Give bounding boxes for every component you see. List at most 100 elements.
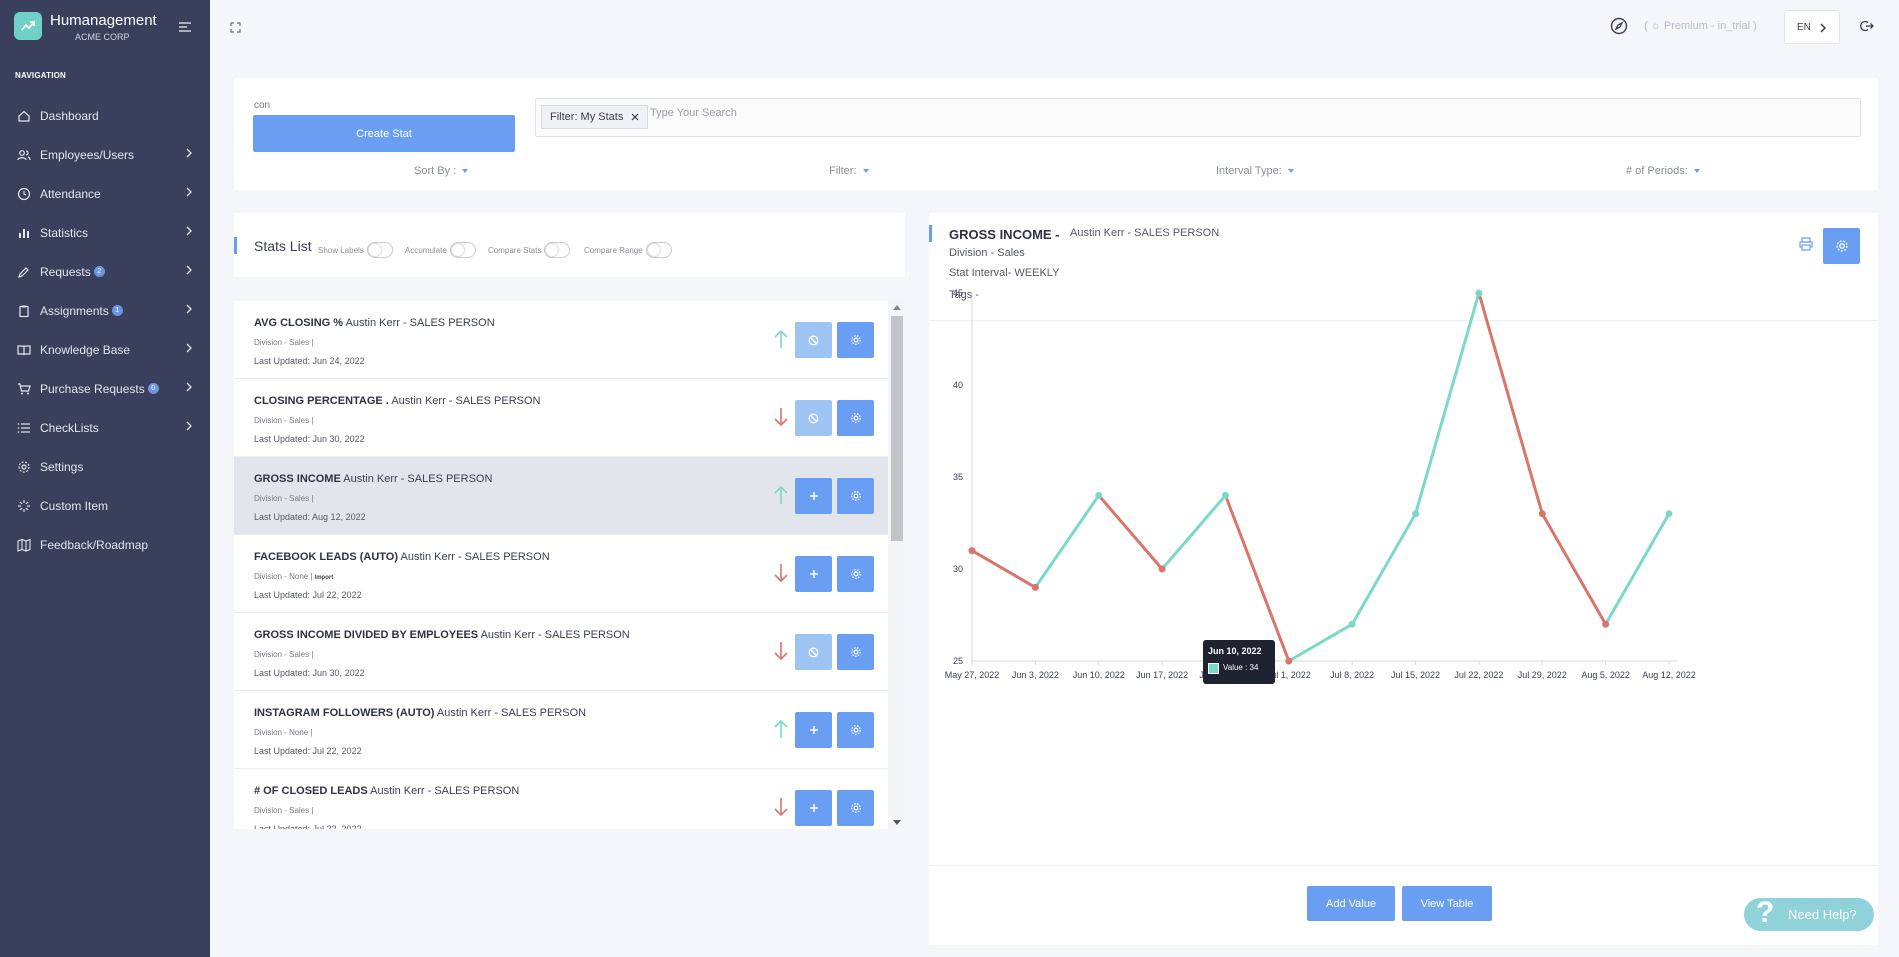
add-value-button[interactable] bbox=[795, 712, 832, 748]
caret-down-icon bbox=[462, 169, 469, 173]
x-tick-label: Jul 1, 2022 bbox=[1267, 670, 1311, 680]
question-icon: ? bbox=[1756, 896, 1775, 929]
count-badge: 0 bbox=[147, 383, 159, 394]
stat-tags: Tags - bbox=[949, 289, 979, 301]
sidebar-item-custom-item[interactable]: Custom Item bbox=[0, 486, 210, 525]
stat-settings-button[interactable] bbox=[837, 712, 874, 748]
loader-icon bbox=[17, 499, 31, 513]
stat-row[interactable]: GROSS INCOME Austin Kerr - SALES PERSON D… bbox=[234, 457, 888, 535]
stat-settings-button[interactable] bbox=[837, 556, 874, 592]
sidebar-item-dashboard[interactable]: Dashboard bbox=[0, 96, 210, 135]
toggle-switch[interactable] bbox=[544, 242, 571, 258]
sidebar-item-knowledge-base[interactable]: Knowledge Base bbox=[0, 330, 210, 369]
toggle-accumulate[interactable]: Accumulate bbox=[405, 242, 476, 258]
brand[interactable]: Humanagement ACME CORP bbox=[14, 12, 157, 42]
sidebar-item-employees-users[interactable]: Employees/Users bbox=[0, 135, 210, 174]
filter-chip-label: Filter: My Stats bbox=[550, 111, 624, 123]
chevron-right-icon bbox=[186, 382, 192, 392]
search-box[interactable]: Filter: My Stats bbox=[535, 98, 1861, 137]
stat-settings-button[interactable] bbox=[837, 634, 874, 670]
disabled-button[interactable] bbox=[795, 322, 832, 358]
stat-settings-button[interactable] bbox=[837, 322, 874, 358]
disabled-button[interactable] bbox=[795, 400, 832, 436]
sidebar-item-settings[interactable]: Settings bbox=[0, 447, 210, 486]
y-tick-label: 30 bbox=[953, 564, 963, 574]
stat-row[interactable]: FACEBOOK LEADS (AUTO) Austin Kerr - SALE… bbox=[234, 535, 888, 613]
stat-division: Division - None | bbox=[254, 572, 313, 581]
interval-dropdown[interactable]: Interval Type: bbox=[1216, 165, 1294, 177]
language-selector[interactable]: EN bbox=[1784, 10, 1840, 44]
sidebar-item-feedback-roadmap[interactable]: Feedback/Roadmap bbox=[0, 525, 210, 564]
stat-updated: Last Updated: Jul 22, 2022 bbox=[254, 590, 362, 600]
plus-icon bbox=[809, 804, 818, 812]
gear-icon bbox=[850, 647, 861, 657]
menu-collapse-icon[interactable] bbox=[178, 20, 192, 38]
sidebar-item-attendance[interactable]: Attendance bbox=[0, 174, 210, 213]
map-icon bbox=[17, 538, 31, 552]
stat-settings-button[interactable] bbox=[837, 790, 874, 826]
toggle-compare-range[interactable]: Compare Range bbox=[584, 242, 672, 258]
add-value-button[interactable] bbox=[795, 790, 832, 826]
sidebar-item-purchase-requests[interactable]: Purchase Requests 0 bbox=[0, 369, 210, 408]
stat-settings-button[interactable] bbox=[1823, 228, 1860, 264]
search-input[interactable] bbox=[650, 107, 1450, 119]
sidebar-item-statistics[interactable]: Statistics bbox=[0, 213, 210, 252]
stat-row[interactable]: INSTAGRAM FOLLOWERS (AUTO) Austin Kerr -… bbox=[234, 691, 888, 769]
sidebar-item-label: Purchase Requests bbox=[40, 381, 145, 396]
need-help-button[interactable]: ? Need Help? bbox=[1744, 896, 1874, 931]
data-point bbox=[1221, 491, 1229, 499]
plus-icon bbox=[809, 492, 818, 500]
add-value-button[interactable]: Add Value bbox=[1307, 886, 1395, 921]
data-point bbox=[968, 547, 976, 555]
data-point bbox=[1602, 620, 1610, 628]
toggle-switch[interactable] bbox=[449, 242, 476, 258]
scroll-up-icon[interactable] bbox=[893, 305, 901, 310]
compass-icon[interactable] bbox=[1610, 17, 1628, 40]
scroll-thumb[interactable] bbox=[891, 316, 903, 541]
scrollbar[interactable] bbox=[888, 301, 905, 829]
stat-row[interactable]: # OF CLOSED LEADS Austin Kerr - SALES PE… bbox=[234, 769, 888, 829]
add-value-button[interactable] bbox=[795, 556, 832, 592]
stat-row[interactable]: AVG CLOSING % Austin Kerr - SALES PERSON… bbox=[234, 301, 888, 379]
disabled-button[interactable] bbox=[795, 634, 832, 670]
sort-dropdown[interactable]: Sort By : bbox=[414, 165, 469, 177]
stat-settings-button[interactable] bbox=[837, 478, 874, 514]
stat-row[interactable]: GROSS INCOME DIVIDED BY EMPLOYEES Austin… bbox=[234, 613, 888, 691]
sidebar-item-requests[interactable]: Requests 2 bbox=[0, 252, 210, 291]
stats-list-header: Stats List Show Labels Accumulate Compar… bbox=[234, 213, 905, 277]
arrow-down-icon bbox=[774, 563, 788, 588]
toggle-show-labels[interactable]: Show Labels bbox=[318, 242, 393, 258]
stat-row-title: CLOSING PERCENTAGE . Austin Kerr - SALES… bbox=[254, 395, 541, 407]
stat-row-title: # OF CLOSED LEADS Austin Kerr - SALES PE… bbox=[254, 785, 519, 797]
chevron-right-icon bbox=[186, 148, 192, 158]
stat-name: FACEBOOK LEADS (AUTO) bbox=[254, 551, 399, 563]
series-segment bbox=[1414, 291, 1481, 516]
add-value-button[interactable] bbox=[795, 478, 832, 514]
view-table-button[interactable]: View Table bbox=[1402, 886, 1492, 921]
toggle-label: Compare Range bbox=[584, 245, 643, 255]
sidebar-item-assignments[interactable]: Assignments 1 bbox=[0, 291, 210, 330]
x-tick-label: Jul 22, 2022 bbox=[1454, 670, 1503, 680]
filter-dropdown[interactable]: Filter: bbox=[829, 165, 869, 177]
sort-label: Sort By : bbox=[414, 165, 457, 177]
x-tick-label: Jun 3, 2022 bbox=[1012, 670, 1059, 680]
logout-icon[interactable] bbox=[1860, 19, 1874, 38]
create-stat-button[interactable]: Create Stat bbox=[253, 115, 515, 152]
periods-dropdown[interactable]: # of Periods: bbox=[1626, 165, 1700, 177]
close-icon[interactable] bbox=[631, 113, 639, 121]
stat-row[interactable]: CLOSING PERCENTAGE . Austin Kerr - SALES… bbox=[234, 379, 888, 457]
toggle-switch[interactable] bbox=[645, 242, 672, 258]
gear-icon bbox=[850, 491, 861, 501]
stat-settings-button[interactable] bbox=[837, 400, 874, 436]
toggle-switch[interactable] bbox=[366, 242, 393, 258]
scroll-down-icon[interactable] bbox=[893, 820, 901, 825]
arrow-up-icon bbox=[774, 719, 788, 744]
toggle-compare-stats[interactable]: Compare Stats bbox=[488, 242, 571, 258]
print-icon[interactable] bbox=[1799, 237, 1813, 256]
filter-chip[interactable]: Filter: My Stats bbox=[541, 105, 649, 129]
fullscreen-icon[interactable] bbox=[230, 20, 241, 38]
divider bbox=[929, 320, 1878, 321]
sidebar-item-checklists[interactable]: CheckLists bbox=[0, 408, 210, 447]
chevron-right-icon bbox=[186, 343, 192, 353]
sidebar-item-label: Knowledge Base bbox=[40, 342, 131, 357]
